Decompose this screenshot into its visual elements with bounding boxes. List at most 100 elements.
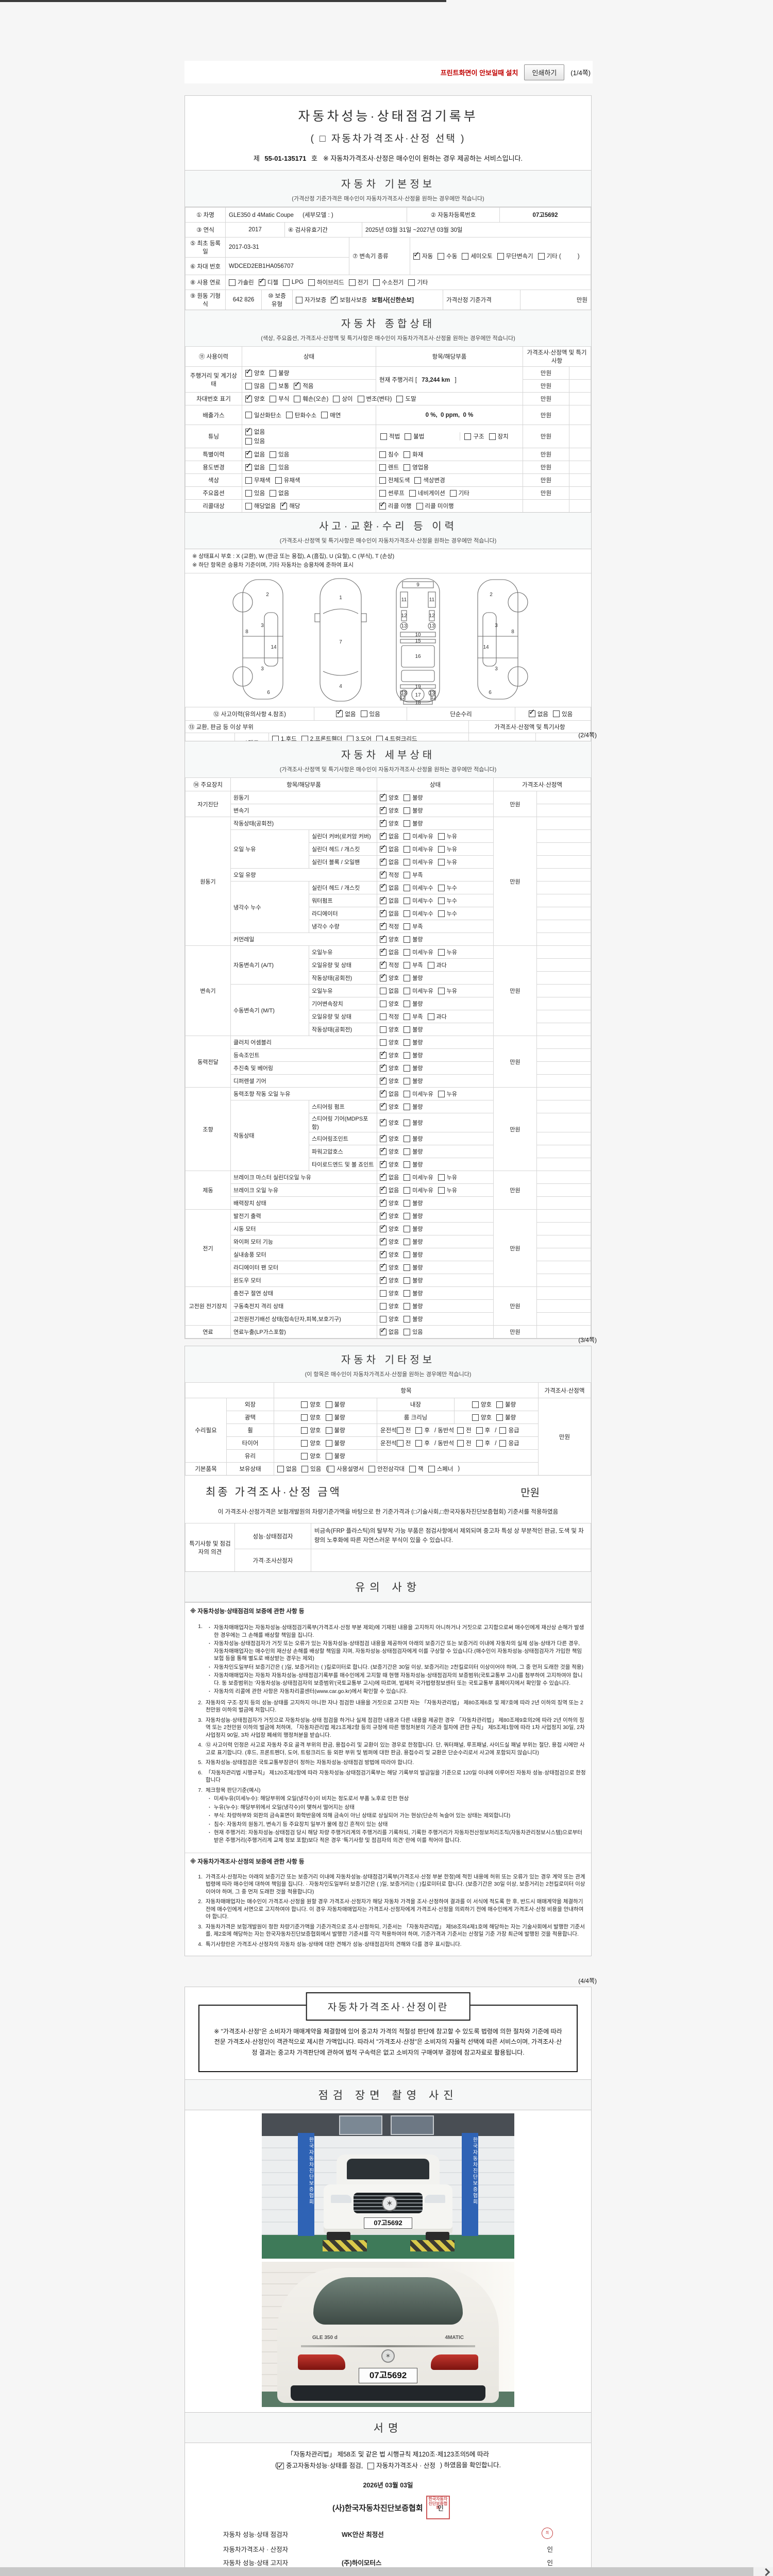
checkbox[interactable]: [285, 412, 293, 418]
checkbox[interactable]: [404, 1302, 411, 1310]
checkbox[interactable]: [496, 1401, 503, 1408]
checkbox[interactable]: [277, 1465, 284, 1472]
checkbox[interactable]: [229, 279, 236, 286]
checkbox[interactable]: [438, 252, 445, 260]
checkbox[interactable]: [438, 1090, 445, 1097]
checkbox[interactable]: [462, 252, 469, 260]
checkbox[interactable]: [380, 1049, 386, 1059]
checkbox[interactable]: [404, 897, 411, 904]
checkbox[interactable]: [380, 1158, 386, 1168]
checkbox[interactable]: [499, 1427, 507, 1434]
checkbox[interactable]: [404, 1290, 411, 1297]
checkbox[interactable]: [404, 1328, 411, 1335]
checkbox[interactable]: [476, 1439, 483, 1447]
checkbox[interactable]: [270, 382, 277, 389]
checkbox[interactable]: [404, 1039, 411, 1046]
checkbox[interactable]: [415, 1439, 423, 1447]
checkbox[interactable]: [380, 804, 386, 814]
checkbox[interactable]: [404, 884, 411, 891]
checkbox[interactable]: [380, 1274, 386, 1284]
checkbox[interactable]: [380, 907, 386, 917]
checkbox[interactable]: [301, 1427, 308, 1434]
checkbox[interactable]: [275, 477, 282, 484]
checkbox[interactable]: [438, 884, 445, 891]
checkbox[interactable]: [404, 820, 411, 827]
checkbox[interactable]: [396, 395, 404, 402]
checkbox[interactable]: [404, 1251, 411, 1258]
print-helper-link[interactable]: 프린트화면이 안보일때 설치: [440, 69, 518, 77]
checkbox[interactable]: [380, 1223, 386, 1232]
checkbox[interactable]: [404, 858, 411, 866]
checkbox[interactable]: [404, 1264, 411, 1271]
checkbox[interactable]: [380, 920, 386, 930]
print-button[interactable]: 인쇄하기: [524, 64, 565, 80]
checkbox[interactable]: [427, 961, 434, 969]
checkbox[interactable]: [380, 1100, 386, 1110]
checkbox[interactable]: [472, 1414, 479, 1421]
checkbox[interactable]: [245, 502, 252, 510]
checkbox[interactable]: [404, 1212, 411, 1219]
checkbox[interactable]: [438, 910, 445, 917]
checkbox[interactable]: [368, 1465, 376, 1472]
checkbox[interactable]: [245, 412, 252, 418]
checkbox[interactable]: [428, 1465, 435, 1472]
checkbox[interactable]: [438, 833, 445, 840]
chevron-right-icon[interactable]: [762, 2568, 770, 2576]
checkbox[interactable]: [380, 1261, 386, 1271]
checkbox[interactable]: [380, 959, 386, 969]
checkbox[interactable]: [405, 433, 412, 440]
checkbox[interactable]: [380, 933, 386, 943]
checkbox[interactable]: [404, 1174, 411, 1181]
checkbox[interactable]: [301, 1452, 308, 1460]
checkbox[interactable]: [270, 451, 277, 458]
checkbox[interactable]: [301, 1401, 308, 1408]
checkbox[interactable]: [296, 296, 303, 303]
checkbox[interactable]: [380, 1290, 386, 1297]
checkbox[interactable]: [404, 961, 411, 969]
checkbox[interactable]: [380, 1302, 386, 1310]
checkbox[interactable]: [380, 1088, 386, 1097]
checkbox[interactable]: [380, 1132, 386, 1142]
checkbox[interactable]: [380, 1315, 386, 1323]
checkbox[interactable]: [415, 1427, 423, 1434]
checkbox[interactable]: [380, 1116, 386, 1126]
checkbox[interactable]: [404, 974, 411, 981]
checkbox[interactable]: [380, 1197, 386, 1207]
checkbox[interactable]: [404, 1026, 411, 1033]
checkbox[interactable]: [404, 845, 411, 853]
checkbox[interactable]: [414, 477, 422, 484]
checkbox[interactable]: [404, 1000, 411, 1007]
checkbox[interactable]: [245, 461, 252, 471]
checkbox[interactable]: [380, 1171, 386, 1181]
checkbox[interactable]: [380, 433, 387, 440]
checkbox[interactable]: [449, 489, 457, 497]
checkbox[interactable]: [413, 250, 420, 260]
checkbox[interactable]: [380, 1000, 386, 1007]
checkbox[interactable]: [404, 1148, 411, 1155]
checkbox[interactable]: [280, 500, 288, 510]
checkbox[interactable]: [380, 1013, 386, 1020]
checkbox[interactable]: [380, 1039, 386, 1046]
checkbox[interactable]: [379, 451, 386, 458]
checkbox[interactable]: [379, 489, 386, 497]
checkbox[interactable]: [404, 1103, 411, 1110]
checkbox[interactable]: [404, 871, 411, 878]
checkbox[interactable]: [379, 500, 386, 510]
checkbox[interactable]: [380, 882, 386, 891]
checkbox[interactable]: [380, 894, 386, 904]
checkbox[interactable]: [328, 1465, 335, 1472]
checkbox[interactable]: [404, 464, 411, 471]
checkbox[interactable]: [404, 833, 411, 840]
checkbox[interactable]: [489, 433, 496, 440]
checkbox[interactable]: [270, 464, 277, 471]
scrollbar-thumb[interactable]: [0, 2567, 753, 2576]
checkbox[interactable]: [301, 1465, 309, 1472]
checkbox[interactable]: [380, 1075, 386, 1084]
checkbox[interactable]: [396, 1427, 404, 1434]
checkbox[interactable]: [499, 1439, 507, 1447]
checkbox[interactable]: [404, 948, 411, 956]
checkbox[interactable]: [438, 897, 445, 904]
checkbox[interactable]: [404, 936, 411, 943]
checkbox[interactable]: [457, 1427, 464, 1434]
checkbox[interactable]: [409, 489, 416, 497]
